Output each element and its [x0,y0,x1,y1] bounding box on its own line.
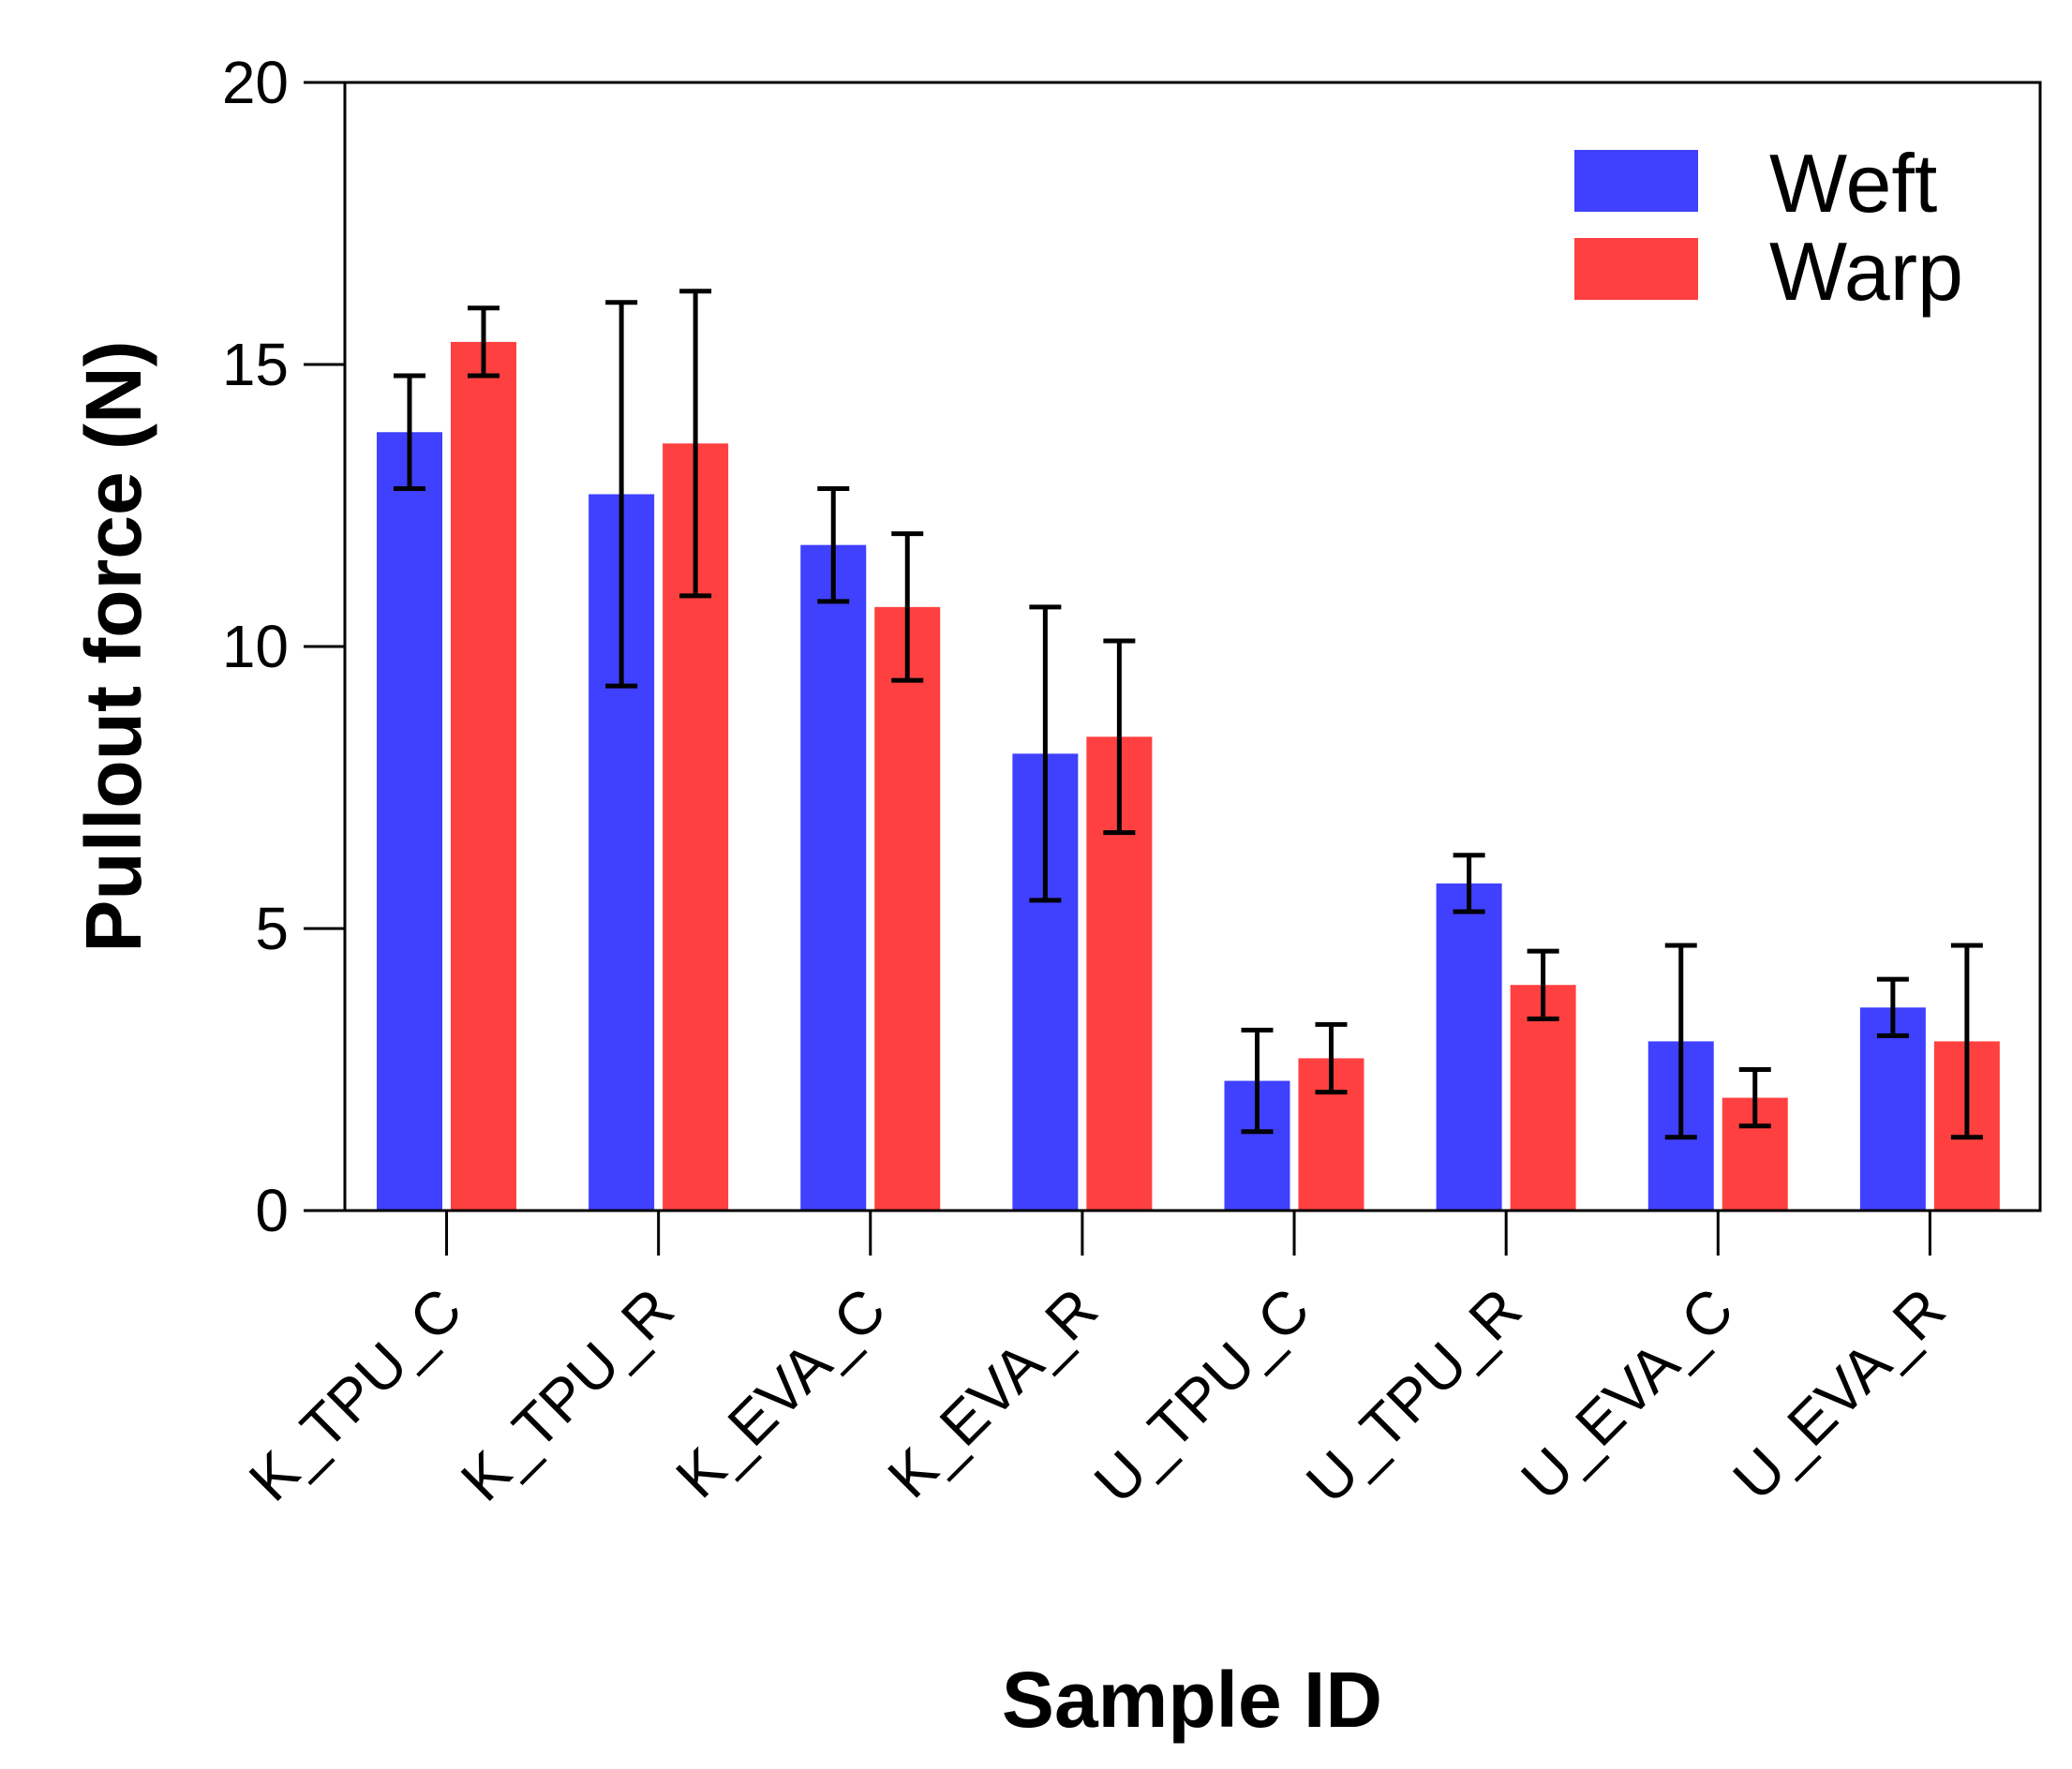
x-axis-title: Sample ID [1002,1656,1382,1744]
y-axis: 0 5 10 15 20 [222,49,345,1244]
error-bar-weft-u-tpu-r [1453,853,1485,914]
error-bar-weft-k-eva-r [1029,604,1062,903]
bar-weft-k-eva-c [800,544,867,1211]
error-bar-weft-u-eva-c [1664,943,1697,1140]
x-tick-label-k-eva-c: K_EVA_C [663,1275,898,1510]
error-bar-warp-u-eva-r [1950,943,1983,1140]
error-bar-weft-u-tpu-c [1241,1027,1274,1135]
y-tick-label-20: 20 [222,49,289,116]
legend-label-weft: Weft [1769,137,1937,230]
x-tick-label-u-eva-r: U_EVA_R [1721,1275,1959,1513]
error-bar-weft-k-eva-c [817,485,850,604]
x-tick-label-k-tpu-c: K_TPU_C [236,1275,475,1514]
bar-weft-u-eva-r [1859,1007,1926,1211]
x-tick-label-k-tpu-r: K_TPU_R [448,1275,687,1514]
x-tick-label-k-eva-r: K_EVA_R [875,1275,1111,1510]
error-bar-warp-k-eva-r [1103,638,1136,836]
y-tick-label-0: 0 [255,1177,289,1244]
bar-warp-k-eva-c [874,606,941,1211]
error-bar-warp-k-tpu-r [679,289,712,599]
x-tick-label-u-tpu-c: U_TPU_C [1081,1275,1322,1516]
y-tick-label-15: 15 [222,331,289,398]
x-tick-label-u-eva-c: U_EVA_C [1508,1275,1746,1513]
y-axis-title: Pullout force (N) [69,340,157,952]
bar-warp-u-tpu-r [1510,985,1576,1211]
bar-warp-k-tpu-c [451,341,516,1211]
x-axis: K_TPU_CK_TPU_RK_EVA_CK_EVA_RU_TPU_CU_TPU… [236,1211,1958,1516]
bar-weft-u-tpu-r [1436,883,1502,1211]
error-bar-warp-u-tpu-c [1315,1021,1348,1095]
bar-weft-k-tpu-c [377,432,442,1211]
error-bar-warp-k-tpu-c [468,305,499,379]
error-bar-warp-k-eva-c [891,531,924,683]
y-tick-label-5: 5 [255,895,289,962]
error-bar-weft-u-eva-r [1876,976,1909,1038]
legend-swatch-warp [1574,238,1698,300]
error-bars-layer [394,289,1983,1140]
error-bar-warp-u-eva-c [1738,1067,1771,1129]
error-bar-warp-u-tpu-r [1527,948,1559,1021]
legend-label-warp: Warp [1769,225,1963,318]
error-bar-weft-k-tpu-r [605,300,638,689]
legend: Weft Warp [1574,137,1963,318]
legend-swatch-weft [1574,150,1698,212]
x-tick-label-u-tpu-r: U_TPU_R [1293,1275,1534,1516]
error-bar-weft-k-tpu-c [394,373,425,491]
y-tick-label-10: 10 [222,613,289,680]
